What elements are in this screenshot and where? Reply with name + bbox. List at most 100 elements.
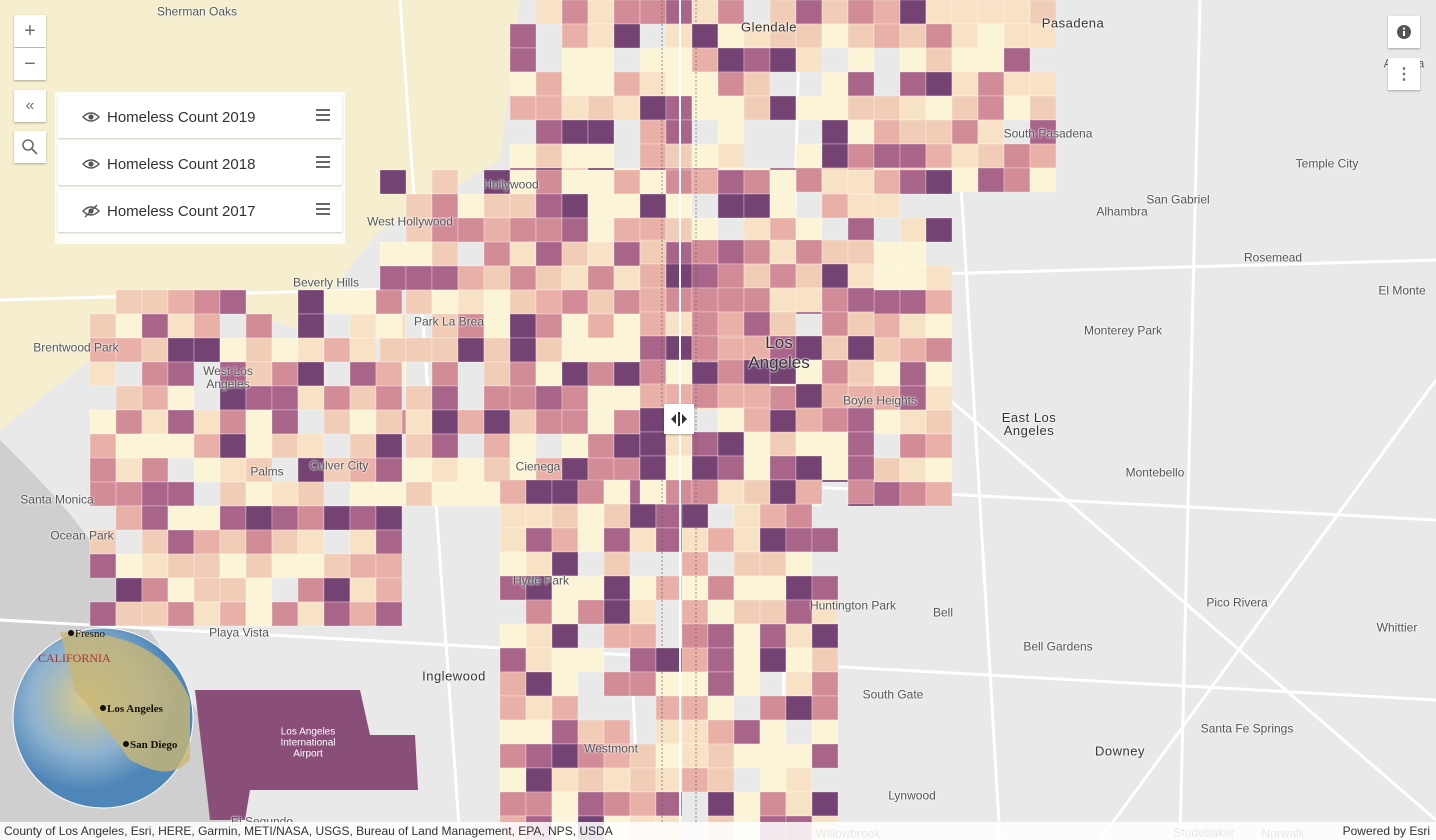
tract [323,601,351,627]
tract [811,527,839,553]
tract [821,71,849,97]
tract [629,623,657,649]
info[interactable] [1388,16,1420,48]
tract [375,385,403,411]
tract [551,743,579,769]
tract [899,71,927,97]
tract [629,575,657,601]
tract [681,551,709,577]
tract [509,409,537,435]
tract [847,455,875,481]
tract [457,265,485,291]
tract [811,575,839,601]
tract [691,383,719,409]
tract [847,193,875,219]
place-label: South Gate [862,687,924,702]
tract [457,217,485,243]
tract [821,311,849,337]
tract [1003,167,1031,193]
tract [499,527,527,553]
tract [141,433,169,459]
tract [847,217,875,243]
tract [219,457,247,483]
tract [951,47,979,73]
tract [551,695,579,721]
tract [769,455,797,481]
tract [405,433,433,459]
tract [899,337,927,363]
tract [785,527,813,553]
tract [525,791,553,817]
tract [1029,71,1057,97]
collapse[interactable]: « [14,90,46,122]
layer-item[interactable]: Homeless Count 2019 [58,96,342,138]
tract [603,623,631,649]
tract [717,193,745,219]
tract [483,409,511,435]
tract [873,481,901,507]
tract [349,289,377,315]
tract [193,505,221,531]
tract [405,289,433,315]
tract [297,337,325,363]
menu[interactable]: ⋮ [1388,58,1420,90]
place-label: Pico Rivera [1206,595,1268,610]
zoom-in[interactable]: + [14,15,46,47]
place-label: Hyde Park [512,573,570,588]
tract [717,455,745,481]
tract [561,217,589,243]
place-label: Temple City [1295,156,1359,171]
tract [717,143,745,169]
tract [561,119,589,145]
tract [457,313,485,339]
tract [245,481,273,507]
tract [587,95,615,121]
tract [743,359,771,385]
powered-by[interactable]: Powered by Esri [1342,824,1430,838]
tract [141,337,169,363]
layer-item[interactable]: Homeless Count 2017 [58,190,342,232]
search[interactable] [14,131,46,163]
tract [873,313,901,339]
visible-icon[interactable] [82,157,100,171]
tract [925,119,953,145]
tract [847,335,875,361]
tract [535,337,563,363]
visible-icon[interactable] [82,110,100,124]
tract [349,337,377,363]
layer-list: Homeless Count 2019 Homeless Count 2018 Ho… [55,92,345,244]
tract [323,337,351,363]
layer-options[interactable] [316,203,330,215]
tract [925,47,953,73]
tract [245,553,273,579]
place-label: East Los Angeles [1001,410,1057,438]
zoom-out[interactable]: − [14,48,46,80]
hidden-icon[interactable] [82,204,100,218]
tract [951,23,979,49]
layer-options[interactable] [316,156,330,168]
tract [587,217,615,243]
tract [509,457,537,483]
tract [899,409,927,435]
tract [499,671,527,697]
tract [733,575,761,601]
swipe-handle[interactable] [664,404,694,434]
tract [245,529,273,555]
tract [691,431,719,457]
tract [613,241,641,267]
place-label: Santa Monica [20,492,94,507]
tract [297,361,325,387]
tract [245,457,273,483]
tract [629,791,657,817]
tract [873,361,901,387]
layer-options[interactable] [316,109,330,121]
tract [219,337,247,363]
tract [899,313,927,339]
tract [795,0,823,25]
tract [587,0,615,25]
tract [655,791,683,817]
tract [323,505,351,531]
layer-item[interactable]: Homeless Count 2018 [58,143,342,185]
tract [89,433,117,459]
